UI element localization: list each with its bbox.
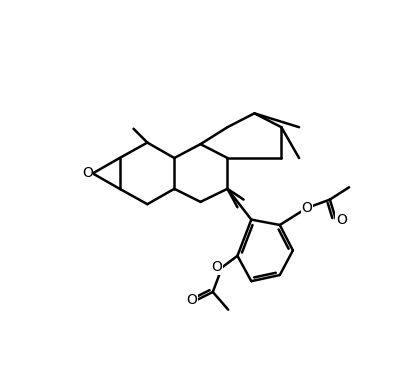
Text: O: O (211, 260, 222, 275)
Text: O: O (82, 166, 93, 181)
Text: O: O (187, 292, 197, 307)
Text: O: O (336, 212, 347, 226)
Text: O: O (301, 201, 312, 215)
